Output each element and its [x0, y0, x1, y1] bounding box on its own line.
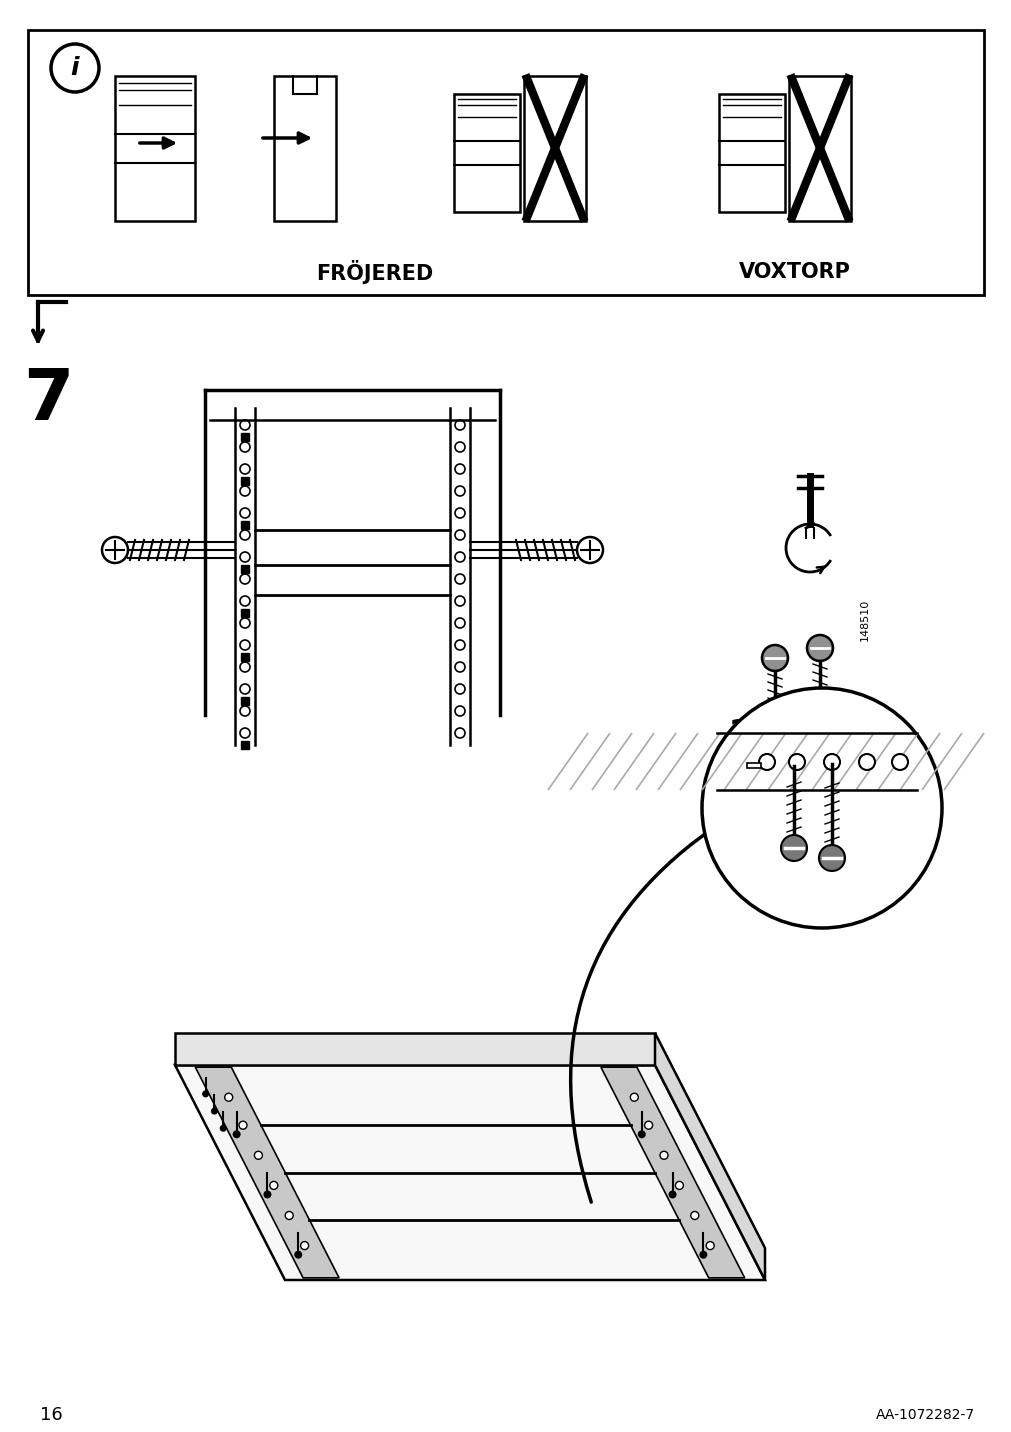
Text: 148510: 148510 [859, 599, 869, 642]
Circle shape [818, 845, 844, 871]
Circle shape [706, 1242, 714, 1250]
Circle shape [637, 1130, 645, 1138]
Circle shape [789, 755, 804, 770]
Text: FRÖJERED: FRÖJERED [316, 261, 433, 284]
Circle shape [285, 1211, 293, 1220]
Polygon shape [195, 1067, 339, 1277]
Circle shape [202, 1090, 209, 1097]
Bar [241, 521, 249, 528]
Circle shape [210, 1107, 217, 1114]
Circle shape [294, 1250, 302, 1259]
Circle shape [702, 687, 941, 928]
Bar [241, 697, 249, 705]
Circle shape [630, 1093, 638, 1101]
Circle shape [858, 755, 875, 770]
Circle shape [761, 644, 788, 672]
Circle shape [780, 835, 806, 861]
Circle shape [668, 1190, 676, 1199]
Text: 7: 7 [23, 365, 73, 434]
Polygon shape [654, 1032, 764, 1280]
Circle shape [254, 1151, 262, 1160]
Text: 2x: 2x [729, 717, 766, 746]
Text: i: i [71, 56, 79, 80]
Circle shape [224, 1093, 233, 1101]
Bar [241, 566, 249, 573]
Polygon shape [175, 1065, 764, 1280]
Circle shape [239, 1121, 247, 1130]
Circle shape [823, 755, 839, 770]
Circle shape [891, 755, 907, 770]
Circle shape [644, 1121, 652, 1130]
Circle shape [806, 634, 832, 662]
Bar [241, 740, 249, 749]
Text: 16: 16 [40, 1406, 63, 1423]
Circle shape [51, 44, 99, 92]
Circle shape [233, 1130, 241, 1138]
Bar [241, 609, 249, 617]
Circle shape [300, 1242, 308, 1250]
Circle shape [659, 1151, 667, 1160]
Circle shape [270, 1181, 278, 1190]
Polygon shape [175, 1032, 654, 1065]
Bar [241, 432, 249, 441]
Bar [241, 653, 249, 662]
Circle shape [219, 1124, 226, 1131]
FancyBboxPatch shape [28, 30, 983, 295]
Text: AA-1072282-7: AA-1072282-7 [875, 1408, 974, 1422]
Bar [746, 763, 760, 768]
Circle shape [674, 1181, 682, 1190]
Circle shape [699, 1250, 707, 1259]
Text: VOXTORP: VOXTORP [738, 262, 850, 282]
Circle shape [691, 1211, 699, 1220]
Circle shape [263, 1190, 271, 1199]
Polygon shape [601, 1067, 744, 1277]
Circle shape [758, 755, 774, 770]
Bar [241, 477, 249, 485]
